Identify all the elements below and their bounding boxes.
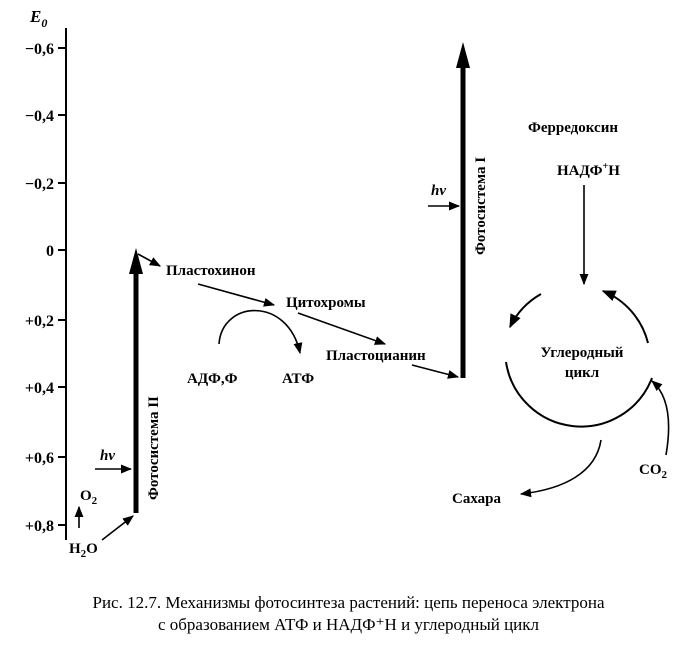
- water-split: O2 H2O: [69, 488, 134, 560]
- nadph-branch: Ферредоксин НАДФ+Н: [528, 120, 620, 286]
- adp-label: АДФ,Ф: [187, 371, 238, 387]
- tick-label: −0,6: [25, 41, 54, 58]
- photosystem-1: Фотосистема I: [456, 42, 489, 378]
- photosystem-2: Фотосистема II: [129, 248, 162, 513]
- atp-label: АТФ: [282, 371, 314, 387]
- nadph-label: НАДФ+Н: [557, 161, 620, 179]
- energy-axis: E0 −0,6 −0,4 −0,2 0 +0,2 +0,4 +0,6 +0,8: [25, 7, 67, 540]
- tick-label: +0,4: [25, 380, 54, 397]
- photosynthesis-diagram: E0 −0,6 −0,4 −0,2 0 +0,2 +0,4 +0,6 +0,8 …: [25, 7, 670, 560]
- sugars-label: Сахара: [452, 491, 501, 507]
- atp-synthesis: АДФ,Ф АТФ: [187, 309, 314, 387]
- electron-chain: Пластохинон Цитохромы Пластоцианин: [137, 253, 460, 379]
- carbon-cycle: Углеродный цикл: [505, 290, 653, 428]
- plastocyanin-label: Пластоцианин: [326, 348, 426, 364]
- h2o-label: H2O: [69, 541, 98, 560]
- ferredoxin-label: Ферредоксин: [528, 120, 618, 136]
- tick-label: −0,4: [25, 108, 54, 125]
- cytochromes-label: Цитохромы: [286, 295, 366, 311]
- o2-label: O2: [80, 488, 98, 507]
- hv-label: hv: [100, 448, 115, 464]
- ps1-arrowhead: [456, 42, 470, 68]
- light-input-ps2: hv: [95, 448, 133, 474]
- light-input-ps1: hv: [428, 183, 461, 211]
- axis-label: E0: [29, 7, 47, 30]
- sugars-output: Сахара: [452, 439, 602, 507]
- hv-label: hv: [431, 183, 446, 199]
- tick-label: +0,6: [25, 450, 54, 467]
- tick-label: +0,2: [25, 313, 54, 330]
- ps1-label: Фотосистема I: [473, 157, 489, 255]
- plastoquinone-label: Пластохинон: [166, 263, 256, 279]
- ps2-arrowhead: [129, 248, 143, 274]
- ps2-label: Фотосистема II: [146, 396, 162, 500]
- figure-caption: Рис. 12.7. Механизмы фотосинтеза растени…: [6, 592, 691, 636]
- co2-input: CO2: [639, 380, 670, 481]
- caption-line-2: с образованием АТФ и НАДФ⁺Н и углеродный…: [157, 615, 540, 634]
- tick-label: +0,8: [25, 518, 54, 535]
- cycle-label-1: Углеродный: [541, 345, 624, 361]
- tick-label: 0: [46, 243, 54, 260]
- tick-label: −0,2: [25, 176, 54, 193]
- cycle-label-2: цикл: [565, 365, 600, 381]
- axis-ticks: [58, 47, 66, 526]
- caption-line-1: Рис. 12.7. Механизмы фотосинтеза растени…: [92, 593, 605, 612]
- co2-label: CO2: [639, 462, 668, 481]
